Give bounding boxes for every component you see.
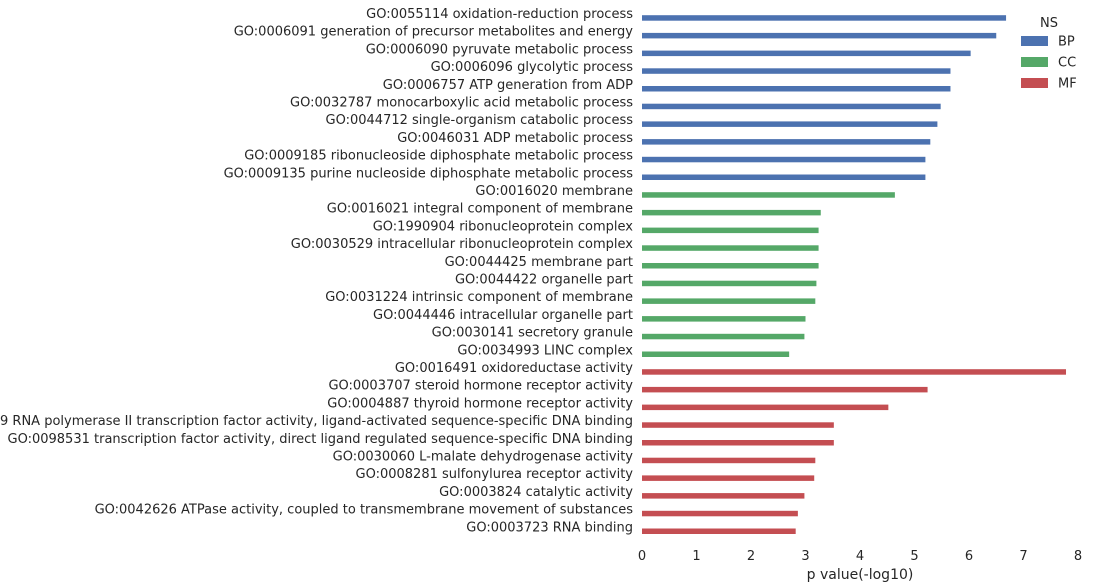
bar-bp xyxy=(642,32,997,39)
bar-cc xyxy=(642,280,817,287)
category-label: GO:0032787 monocarboxylic acid metabolic… xyxy=(290,96,633,111)
bar-mf xyxy=(642,457,816,464)
x-tick-label: 7 xyxy=(1019,549,1027,564)
category-label: GO:0030060 L-malate dehydrogenase activi… xyxy=(333,450,634,465)
bars-group xyxy=(642,15,1067,534)
x-axis-title: p value(-log10) xyxy=(807,567,914,583)
bar-bp xyxy=(642,15,1007,21)
bar-bp xyxy=(642,156,926,163)
bar-cc xyxy=(642,316,806,322)
legend: NS BP CC MF xyxy=(1021,16,1077,92)
x-tick-label: 5 xyxy=(910,549,918,564)
x-tick-label: 2 xyxy=(747,549,755,564)
bar-cc xyxy=(642,351,790,357)
bar-cc xyxy=(642,333,805,340)
bar-bp xyxy=(642,86,951,92)
bar-cc xyxy=(642,263,819,269)
category-label: GO:0016491 oxidoreductase activity xyxy=(395,361,633,376)
x-tick-label: 4 xyxy=(856,549,864,564)
legend-swatch-mf xyxy=(1021,78,1048,88)
category-label: GO:0004887 thyroid hormone receptor acti… xyxy=(327,396,633,411)
bar-bp xyxy=(642,121,938,127)
bar-mf xyxy=(642,369,1067,375)
legend-label-mf: MF xyxy=(1058,77,1077,92)
bar-cc xyxy=(642,245,819,251)
category-label: GO:0044712 single-organism catabolic pro… xyxy=(326,113,634,128)
legend-swatch-bp xyxy=(1021,36,1048,46)
category-label: GO:0030141 secretory granule xyxy=(432,326,633,341)
category-labels-group: GO:0055114 oxidation-reduction process GO… xyxy=(0,7,633,535)
legend-label-cc: CC xyxy=(1058,56,1076,71)
bar-mf xyxy=(642,493,805,499)
bar-bp xyxy=(642,50,971,57)
bar-bp xyxy=(642,139,931,145)
bar-bp xyxy=(642,103,941,110)
category-label: GO:0034993 LINC complex xyxy=(457,343,633,358)
bar-mf xyxy=(642,475,815,481)
category-label: GO:0046031 ADP metabolic process xyxy=(397,131,633,146)
category-label: GO:1990904 ribonucleoprotein complex xyxy=(373,219,634,234)
bar-mf xyxy=(642,510,798,517)
category-label: GO:0044446 intracellular organelle part xyxy=(373,308,633,323)
category-label: GO:0044425 membrane part xyxy=(445,255,633,270)
category-label: GO:0006091 generation of precursor metab… xyxy=(234,25,634,40)
bar-cc xyxy=(642,227,819,234)
category-label: GO:0016020 membrane xyxy=(475,184,633,199)
bar-mf xyxy=(642,422,834,428)
bar-mf xyxy=(642,386,928,393)
legend-swatch-cc xyxy=(1021,57,1048,67)
category-label: GO:0042626 ATPase activity, coupled to t… xyxy=(95,503,634,518)
bar-bp xyxy=(642,68,951,74)
legend-title: NS xyxy=(1040,16,1058,31)
bar-cc xyxy=(642,298,816,304)
category-label: GO:0044422 organelle part xyxy=(455,273,633,288)
category-label: GO:0098531 transcription factor activity… xyxy=(8,432,633,447)
category-label: GO:0003824 catalytic activity xyxy=(439,485,633,500)
category-label: GO:0003707 steroid hormone receptor acti… xyxy=(328,379,633,394)
bar-mf xyxy=(642,440,834,446)
x-tick-label: 0 xyxy=(638,549,646,564)
x-axis-ticks-group: 0 1 2 3 4 5 6 7 8 xyxy=(638,549,1082,564)
category-label: GO:0003723 RNA binding xyxy=(466,520,633,535)
category-label: GO:0006096 glycolytic process xyxy=(431,60,634,75)
bar-cc xyxy=(642,192,895,198)
bar-mf xyxy=(642,528,796,534)
category-label: GO:0009135 purine nucleoside diphosphate… xyxy=(224,166,634,181)
category-label: GO:0055114 oxidation-reduction process xyxy=(366,7,633,22)
x-tick-label: 6 xyxy=(965,549,973,564)
legend-label-bp: BP xyxy=(1058,35,1075,50)
category-label: GO:0006090 pyruvate metabolic process xyxy=(366,42,634,57)
x-tick-label: 1 xyxy=(692,549,700,564)
category-label: GO:0008281 sulfonylurea receptor activit… xyxy=(356,467,634,482)
category-label: GO:0006757 ATP generation from ADP xyxy=(383,78,633,93)
bar-mf xyxy=(642,404,889,411)
x-tick-label: 8 xyxy=(1074,549,1082,564)
x-tick-label: 3 xyxy=(801,549,809,564)
category-label: GO:0004879 RNA polymerase II transcripti… xyxy=(0,414,633,429)
bar-cc xyxy=(642,209,821,216)
category-label: GO:0030529 intracellular ribonucleoprote… xyxy=(291,237,634,252)
category-label: GO:0009185 ribonucleoside diphosphate me… xyxy=(244,149,633,164)
category-label: GO:0016021 integral component of membran… xyxy=(327,202,633,217)
bar-bp xyxy=(642,174,926,180)
category-label: GO:0031224 intrinsic component of membra… xyxy=(325,290,633,305)
